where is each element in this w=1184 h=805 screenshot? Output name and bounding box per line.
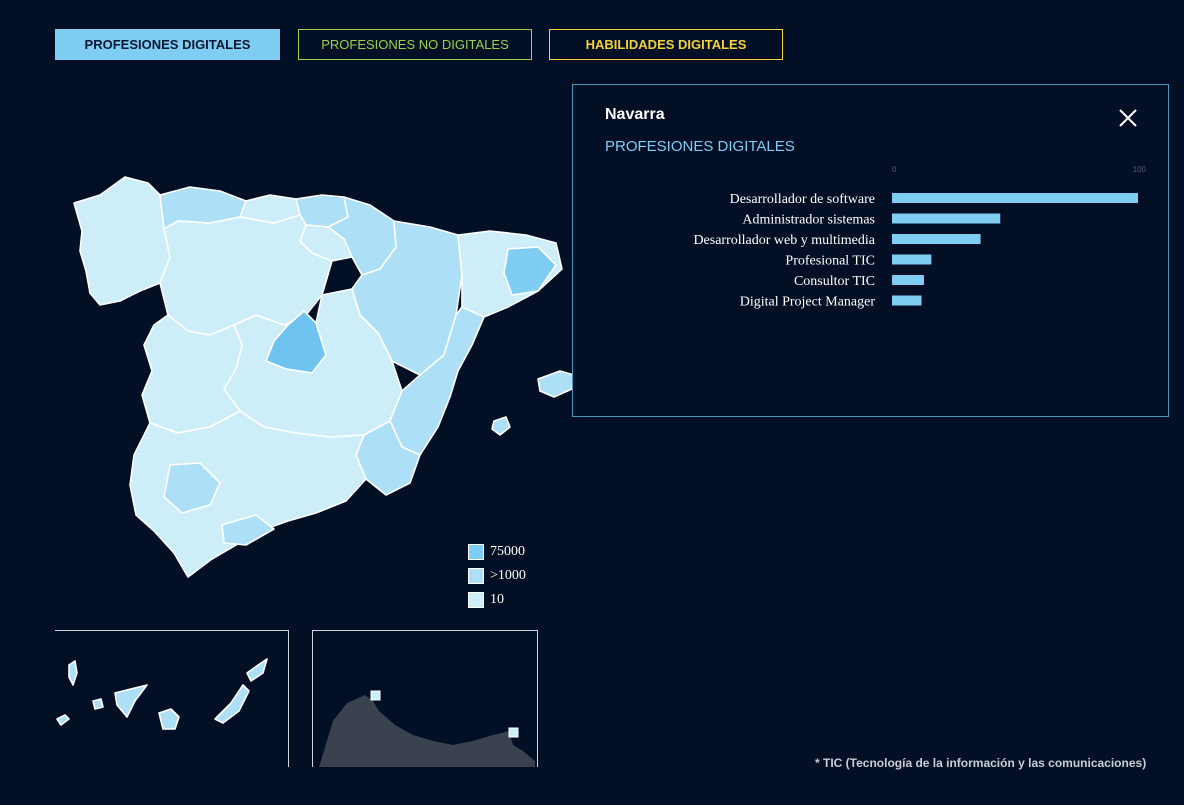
region-andalucia[interactable] <box>129 410 367 578</box>
island-la-palma[interactable] <box>68 660 78 686</box>
bar[interactable] <box>892 213 1001 224</box>
close-icon[interactable] <box>1117 107 1139 129</box>
bar[interactable] <box>892 234 981 244</box>
profession-bar-chart: 0 100 Desarrollador de software Administrad… <box>693 165 1147 310</box>
region-mallorca[interactable] <box>537 370 575 398</box>
legend-item-high: 75000 <box>468 540 526 564</box>
bar[interactable] <box>892 254 932 265</box>
legend-label-low: 10 <box>490 592 504 607</box>
bar-category-label: Desarrollador de software <box>730 192 875 207</box>
footnote: * TIC (Tecnología de la información y la… <box>815 756 1147 770</box>
legend-label-mid: >1000 <box>490 568 526 583</box>
melilla-marker[interactable] <box>508 727 519 738</box>
legend-item-low: 10 <box>468 588 526 612</box>
region-detail-panel: Navarra PROFESIONES DIGITALES 0 100 Desarr… <box>572 84 1169 417</box>
legend-swatch-high <box>468 544 484 560</box>
legend-label-high: 75000 <box>490 544 525 559</box>
island-fuerteventura[interactable] <box>214 684 250 724</box>
island-la-gomera[interactable] <box>92 698 104 710</box>
panel-title: Navarra <box>605 106 665 123</box>
bar[interactable] <box>892 275 924 285</box>
tab-profesiones-no-digitales[interactable]: PROFESIONES NO DIGITALES <box>298 29 532 60</box>
region-sevilla[interactable] <box>163 462 221 514</box>
canarias-map <box>56 658 268 730</box>
inset-ceuta-melilla <box>312 630 538 767</box>
bar-category-label: Digital Project Manager <box>740 295 876 310</box>
legend-item-mid: >1000 <box>468 564 526 588</box>
bar-category-label: Consultor TIC <box>794 274 875 289</box>
legend-swatch-mid <box>468 568 484 584</box>
map-legend: 75000 >1000 10 <box>468 540 526 612</box>
island-gran-canaria[interactable] <box>158 708 180 730</box>
bar-category-label: Desarrollador web y multimedia <box>693 233 875 248</box>
tab-habilidades-digitales[interactable]: HABILIDADES DIGITALES <box>549 29 783 60</box>
inset-canarias <box>55 630 289 767</box>
region-ibiza[interactable] <box>491 416 511 436</box>
region-malaga[interactable] <box>221 514 275 546</box>
bar[interactable] <box>892 295 922 306</box>
region-extremadura[interactable] <box>141 314 243 434</box>
region-barcelona[interactable] <box>503 246 557 296</box>
tab-profesiones-digitales[interactable]: PROFESIONES DIGITALES <box>55 29 280 60</box>
ceuta-marker[interactable] <box>370 690 381 701</box>
spain-map <box>73 176 575 578</box>
region-galicia[interactable] <box>73 176 171 306</box>
island-el-hierro[interactable] <box>56 714 70 726</box>
north-africa-map <box>319 690 535 767</box>
north-africa-coast <box>319 695 535 767</box>
bar-category-label: Administrador sistemas <box>742 213 875 228</box>
bar-category-label: Profesional TIC <box>785 254 875 269</box>
island-lanzarote[interactable] <box>246 658 268 682</box>
axis-tick-label: 100 <box>1133 165 1147 174</box>
axis-tick-label: 0 <box>892 165 897 174</box>
bar[interactable] <box>892 193 1138 203</box>
legend-swatch-low <box>468 592 484 608</box>
panel-subtitle: PROFESIONES DIGITALES <box>605 138 795 155</box>
island-tenerife[interactable] <box>114 684 148 718</box>
